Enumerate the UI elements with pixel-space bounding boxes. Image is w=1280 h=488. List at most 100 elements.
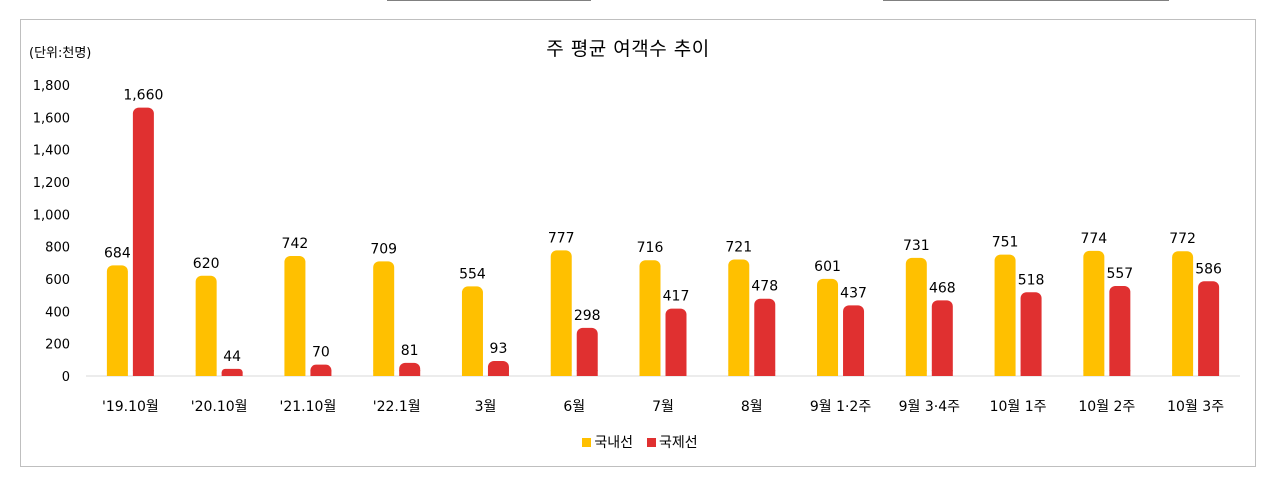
bar-domestic [1083,250,1105,376]
legend-swatch-international [647,437,656,447]
bar-base-domestic [550,370,572,376]
bar-base-international [1198,370,1220,376]
x-tick-label: 10월 2주 [1078,399,1135,415]
bar-international [1020,292,1042,376]
bar-international [843,305,865,376]
y-tick-label: 800 [45,241,70,256]
bar-base-domestic [284,370,306,376]
bar-domestic [550,250,572,376]
y-tick-label: 600 [45,273,70,288]
bar-base-domestic [639,370,661,376]
bar-base-domestic [1172,370,1194,376]
data-label-domestic: 742 [282,236,309,252]
chart-title: 주 평균 여객수 추이 [546,38,710,60]
data-label-domestic: 601 [814,259,841,275]
bar-base-domestic [728,370,750,376]
bar-domestic [905,257,927,376]
data-label-international: 70 [312,345,330,361]
bar-base-domestic [373,370,395,376]
y-tick-label: 1,400 [33,144,70,159]
y-tick-label: 1,000 [33,208,70,223]
bar-international [1198,281,1220,376]
x-tick-label: '22.1월 [373,399,421,415]
x-tick-label: 6월 [563,399,585,415]
bar-international [1109,285,1131,376]
bar-base-domestic [461,370,483,376]
legend-item-domestic: 국내선 [582,432,633,452]
data-label-domestic: 684 [104,245,131,261]
bar-base-international [1109,370,1131,376]
bar-international [931,300,953,376]
bar-base-international [310,370,332,376]
bar-base-international [132,370,154,376]
bar-domestic [639,260,661,376]
top-decoration-line-left [387,0,591,1]
data-label-international: 44 [223,349,241,365]
data-label-international: 586 [1195,261,1222,277]
data-label-international: 437 [840,285,867,301]
legend-item-international: 국제선 [647,432,698,452]
bar-international [132,107,154,376]
data-label-international: 93 [490,341,508,357]
x-tick-label: '21.10월 [280,399,337,415]
bar-base-international [576,370,598,376]
data-label-international: 518 [1018,272,1045,288]
y-tick-label: 0 [62,370,70,385]
y-tick-label: 200 [45,338,70,353]
bar-domestic [461,286,483,376]
x-tick-label: '19.10월 [102,399,159,415]
bar-base-domestic [1083,370,1105,376]
bar-base-international [843,370,865,376]
top-decoration-line-right [883,0,1169,1]
data-label-domestic: 772 [1169,231,1196,247]
bar-base-domestic [817,370,839,376]
x-tick-label: 7월 [652,399,674,415]
data-label-international: 298 [574,308,601,324]
data-label-domestic: 554 [459,266,486,282]
bar-base-domestic [994,370,1016,376]
data-label-domestic: 751 [992,235,1019,251]
x-tick-label: 9월 1·2주 [810,399,872,415]
data-label-international: 478 [751,279,778,295]
x-tick-label: '20.10월 [191,399,248,415]
bar-domestic [284,256,306,376]
bar-base-international [665,370,687,376]
bar-domestic [817,278,839,376]
bar-base-international [487,370,509,376]
bar-domestic [1172,251,1194,376]
legend-label-international: 국제선 [659,435,698,451]
data-label-international: 468 [929,280,956,296]
unit-label: (단위:천명) [29,46,92,61]
y-tick-label: 1,800 [33,79,70,94]
data-label-domestic: 774 [1080,231,1107,247]
x-tick-label: 10월 1주 [990,399,1047,415]
bar-base-international [399,370,421,376]
bar-international [754,298,776,376]
bar-international [576,327,598,376]
bar-domestic [728,259,750,376]
data-label-domestic: 620 [193,256,220,272]
x-tick-label: 10월 3주 [1167,399,1224,415]
data-label-international: 557 [1106,266,1133,282]
data-label-international: 417 [663,289,690,305]
bar-base-international [754,370,776,376]
x-tick-label: 3월 [475,399,497,415]
bar-domestic [106,265,128,376]
bar-domestic [994,254,1016,376]
bar-base-domestic [905,370,927,376]
data-label-domestic: 721 [725,239,752,255]
data-label-domestic: 716 [637,240,664,256]
y-tick-label: 1,600 [33,111,70,126]
y-tick-label: 400 [45,305,70,320]
data-label-international: 1,660 [123,88,163,104]
bar-base-international [221,372,243,376]
bar-base-international [1020,370,1042,376]
data-label-international: 81 [401,343,419,359]
legend-label-domestic: 국내선 [594,435,633,451]
bar-base-domestic [195,370,217,376]
data-label-domestic: 731 [903,238,930,254]
x-tick-label: 8월 [741,399,763,415]
bar-base-international [931,370,953,376]
legend: 국내선 국제선 [0,432,1280,452]
